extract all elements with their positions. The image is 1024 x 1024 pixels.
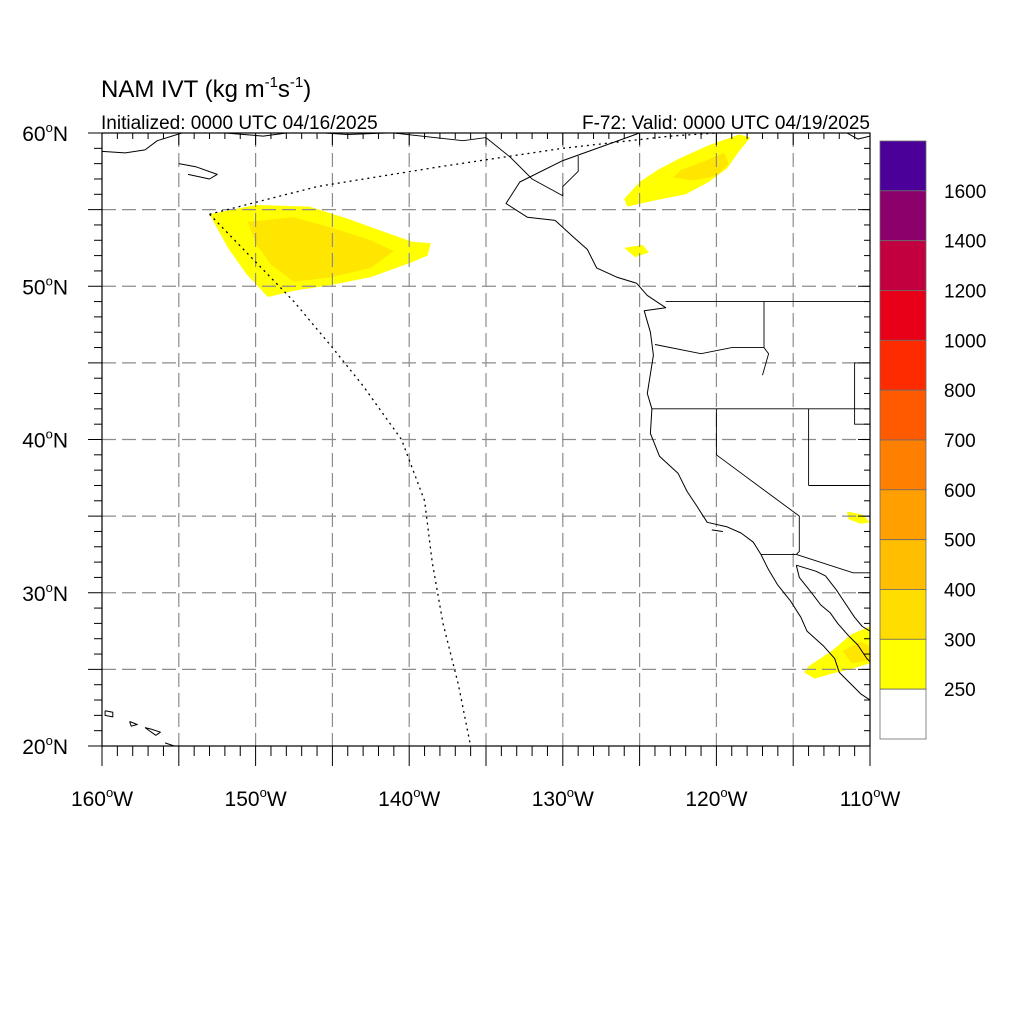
border-line	[393, 133, 579, 197]
colorbar-label: 1200	[944, 282, 986, 303]
map-frame	[101, 132, 871, 747]
ivt-core-mexico-plume	[842, 641, 870, 664]
colorbar-box	[879, 439, 927, 491]
coastline	[144, 727, 161, 736]
colorbar-label: 1400	[944, 232, 986, 253]
colorbar-box	[879, 339, 927, 391]
lon-tick-label: 150oW	[225, 785, 287, 811]
lon-tick-label: 130oW	[532, 785, 594, 811]
valid-label: F-72: Valid: 0000 UTC 04/19/2025	[582, 113, 870, 134]
colorbar: 1600 1400 1200 1000 800 700 600 500 400 300 250	[879, 140, 986, 740]
border-line	[796, 553, 870, 574]
colorbar-label: 400	[944, 581, 976, 602]
colorbar-box	[879, 190, 927, 242]
colorbar-box	[879, 389, 927, 441]
axis-labels: 160oW 150oW 140oW 130oW 120oW 110oW 60oN 50oN 40…	[22, 120, 900, 811]
ivt-core-gulf-of-alaska-plume	[247, 217, 394, 282]
lat-tick-label: 30oN	[22, 580, 68, 606]
coastline	[711, 529, 723, 532]
colorbar-label: 1000	[944, 331, 986, 352]
coastline	[846, 133, 870, 140]
colorbar-box	[879, 539, 927, 590]
colorbar-box	[879, 589, 927, 640]
coastline	[178, 163, 218, 180]
colorbar-labels: 1600 1400 1200 1000 800 700 600 500 400 300 250	[944, 182, 986, 701]
colorbar-box	[879, 688, 927, 740]
border-line	[654, 301, 765, 355]
political-borders	[393, 133, 870, 574]
border-line	[715, 408, 800, 555]
ivt-region-mexico-plume	[804, 626, 870, 679]
border-line	[762, 347, 770, 376]
lon-tick-label: 160oW	[71, 785, 133, 811]
lat-tick-label: 20oN	[22, 733, 68, 759]
colorbar-label: 1600	[944, 182, 986, 203]
colorbar-boxes	[879, 140, 927, 740]
lon-tick-label: 120oW	[685, 785, 747, 811]
ivt-region-canada-small-patch	[624, 244, 649, 258]
coastline	[104, 710, 114, 718]
coastline	[102, 133, 183, 154]
dotted-boundary-line	[209, 133, 717, 215]
coastline	[164, 742, 176, 746]
colorbar-box	[879, 140, 927, 192]
axis-ticks	[88, 132, 871, 766]
ivt-shading-layer	[209, 134, 870, 679]
colorbar-label: 800	[944, 381, 976, 402]
coastline	[224, 133, 287, 137]
lat-tick-label: 60oN	[22, 120, 68, 146]
map-plot-area	[88, 132, 871, 766]
coastline	[505, 133, 870, 701]
coastline	[129, 721, 138, 727]
dotted-boundary	[209, 133, 717, 746]
lat-tick-label: 50oN	[22, 273, 68, 299]
lon-tick-label: 110oW	[840, 785, 901, 811]
ivt-region-mexico-small-patch	[847, 511, 870, 524]
colorbar-label: 250	[944, 680, 976, 701]
graticule	[102, 133, 870, 746]
colorbar-box	[879, 489, 927, 540]
initialized-label: Initialized: 0000 UTC 04/16/2025	[101, 113, 378, 134]
colorbar-label: 500	[944, 531, 976, 552]
coastline	[795, 565, 870, 663]
lat-tick-label: 40oN	[22, 427, 68, 453]
colorbar-label: 700	[944, 431, 976, 452]
colorbar-label: 300	[944, 630, 976, 651]
dotted-boundary-line	[209, 213, 472, 746]
colorbar-box	[879, 290, 927, 341]
map-title: NAM IVT (kg m-1s-1)	[101, 74, 311, 103]
coastline	[796, 564, 870, 632]
colorbar-box	[879, 240, 927, 291]
lon-tick-label: 140oW	[378, 785, 440, 811]
ivt-core-canada-plume	[673, 152, 729, 181]
colorbar-box	[879, 638, 927, 690]
colorbar-label: 600	[944, 481, 976, 502]
